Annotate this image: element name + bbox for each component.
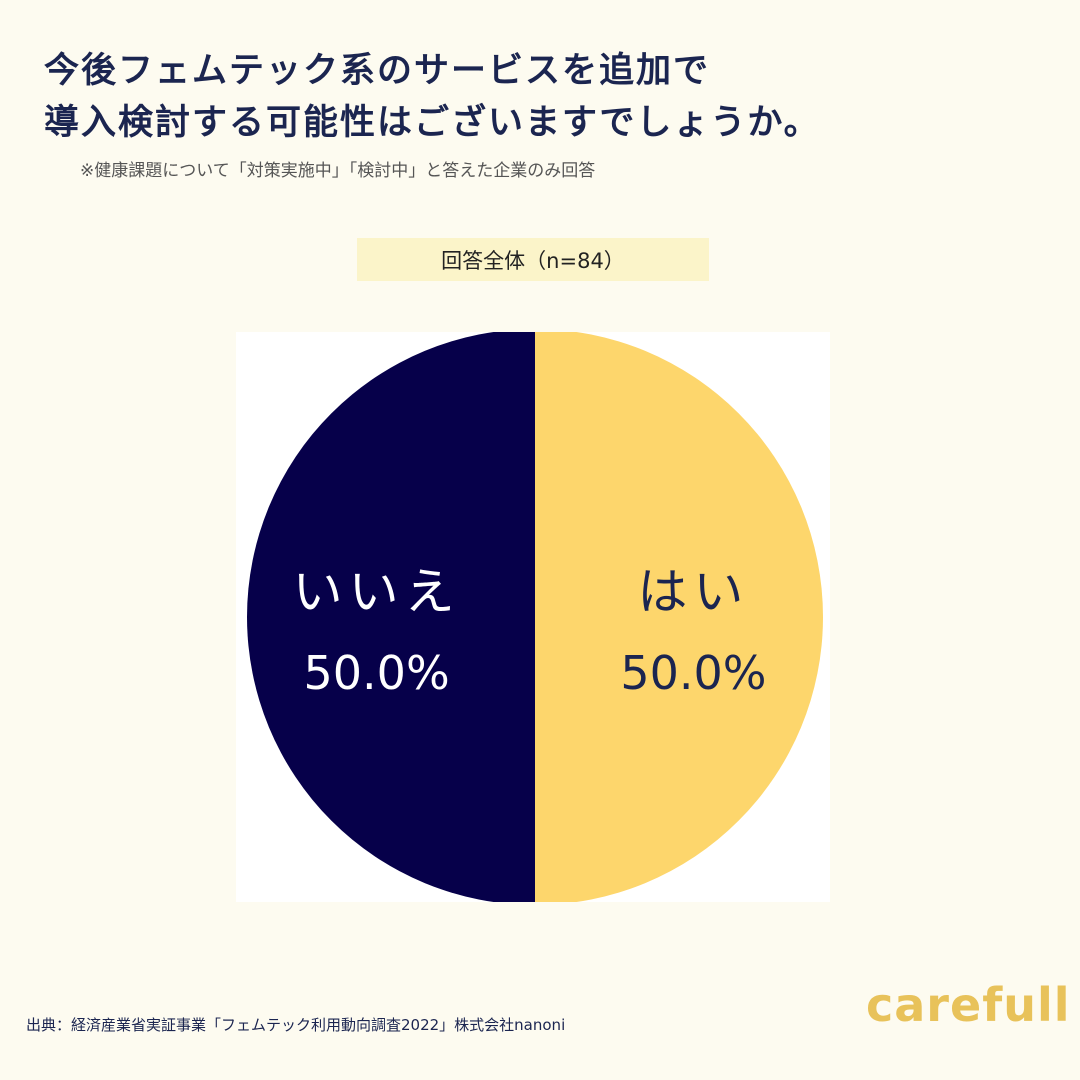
pie-chart: はい 50.0% いいえ 50.0% (247, 332, 823, 902)
brand-logo: carefull (866, 978, 1071, 1032)
respondent-group-label: 回答全体（n=84） (357, 238, 709, 281)
pie-slice-0 (535, 332, 823, 902)
slice-label-0: はい (637, 563, 749, 621)
chart-title-line-2: 導入検討する可能性はございますでしょうか。 (44, 103, 821, 143)
pie-slice-1 (247, 332, 535, 902)
slice-label-1: いいえ (293, 563, 461, 621)
source-citation: 出典：経済産業省実証事業「フェムテック利用動向調査2022」株式会社nanoni (26, 1016, 566, 1034)
chart-title-line-1: 今後フェムテック系のサービスを追加で (44, 51, 711, 91)
slice-value-label-1: 50.0% (304, 646, 450, 700)
chart-note: ※健康課題について「対策実施中」「検討中」と答えた企業のみ回答 (80, 161, 596, 181)
slice-value-label-0: 50.0% (620, 646, 766, 700)
pie-chart-container: はい 50.0% いいえ 50.0% (236, 332, 830, 902)
